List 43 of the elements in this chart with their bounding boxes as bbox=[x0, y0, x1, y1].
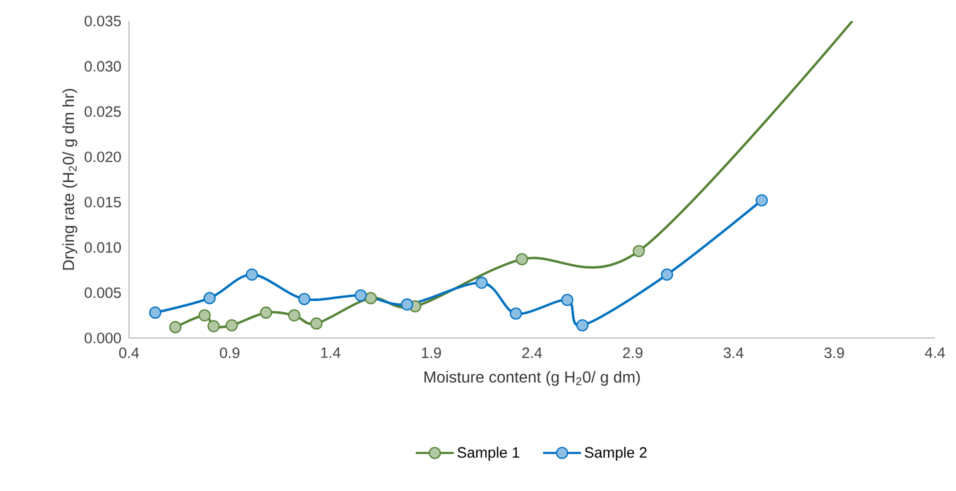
point bbox=[632, 244, 645, 258]
y-tick-label: 0.030 bbox=[84, 60, 121, 72]
point bbox=[660, 268, 674, 281]
x-tick-label: 3.4 bbox=[724, 348, 744, 358]
y-tick-label: 0.015 bbox=[84, 196, 121, 208]
legend-label: Sample 2 bbox=[584, 446, 647, 461]
point bbox=[476, 276, 488, 289]
y-tick-label: 0.025 bbox=[84, 106, 121, 117]
y-tick-label: 0.010 bbox=[84, 242, 121, 253]
point bbox=[561, 294, 574, 306]
y-tick-label: 0.020 bbox=[84, 152, 121, 162]
point bbox=[204, 292, 216, 304]
y-tick-label: 0.035 bbox=[84, 16, 121, 26]
x-tick-label: 4.4 bbox=[924, 348, 945, 358]
point bbox=[208, 320, 220, 332]
point bbox=[310, 317, 322, 330]
x-tick-label: 0.9 bbox=[220, 348, 240, 358]
point bbox=[226, 319, 238, 332]
point bbox=[246, 268, 258, 281]
point bbox=[756, 194, 768, 206]
x-tick-label: 2.4 bbox=[522, 348, 542, 358]
y-tick-label: 0.000 bbox=[84, 332, 121, 344]
point bbox=[400, 298, 414, 311]
y-tick-label: 0.005 bbox=[84, 287, 121, 298]
x-axis-title: Moisture content (g H$_{2}$0/ g dm) bbox=[424, 370, 640, 386]
point bbox=[576, 319, 588, 332]
x-tick-label: 1.9 bbox=[422, 348, 441, 358]
point bbox=[516, 253, 528, 266]
point bbox=[364, 292, 377, 304]
point bbox=[260, 306, 272, 319]
point bbox=[510, 307, 522, 320]
point bbox=[169, 321, 182, 334]
x-tick-label: 2.9 bbox=[623, 348, 642, 358]
x-tick-label: 0.4 bbox=[119, 348, 139, 358]
y-axis-title: Drying rate (H$_{2}$0/ g dm hr) bbox=[62, 89, 78, 270]
point bbox=[198, 309, 211, 322]
legend-label: Sample 1 bbox=[458, 446, 520, 461]
point bbox=[354, 289, 367, 302]
x-tick-label: 3.9 bbox=[824, 348, 844, 358]
point bbox=[149, 306, 162, 319]
point bbox=[288, 309, 300, 322]
x-tick-label: 1.4 bbox=[321, 348, 340, 358]
point bbox=[298, 292, 310, 306]
